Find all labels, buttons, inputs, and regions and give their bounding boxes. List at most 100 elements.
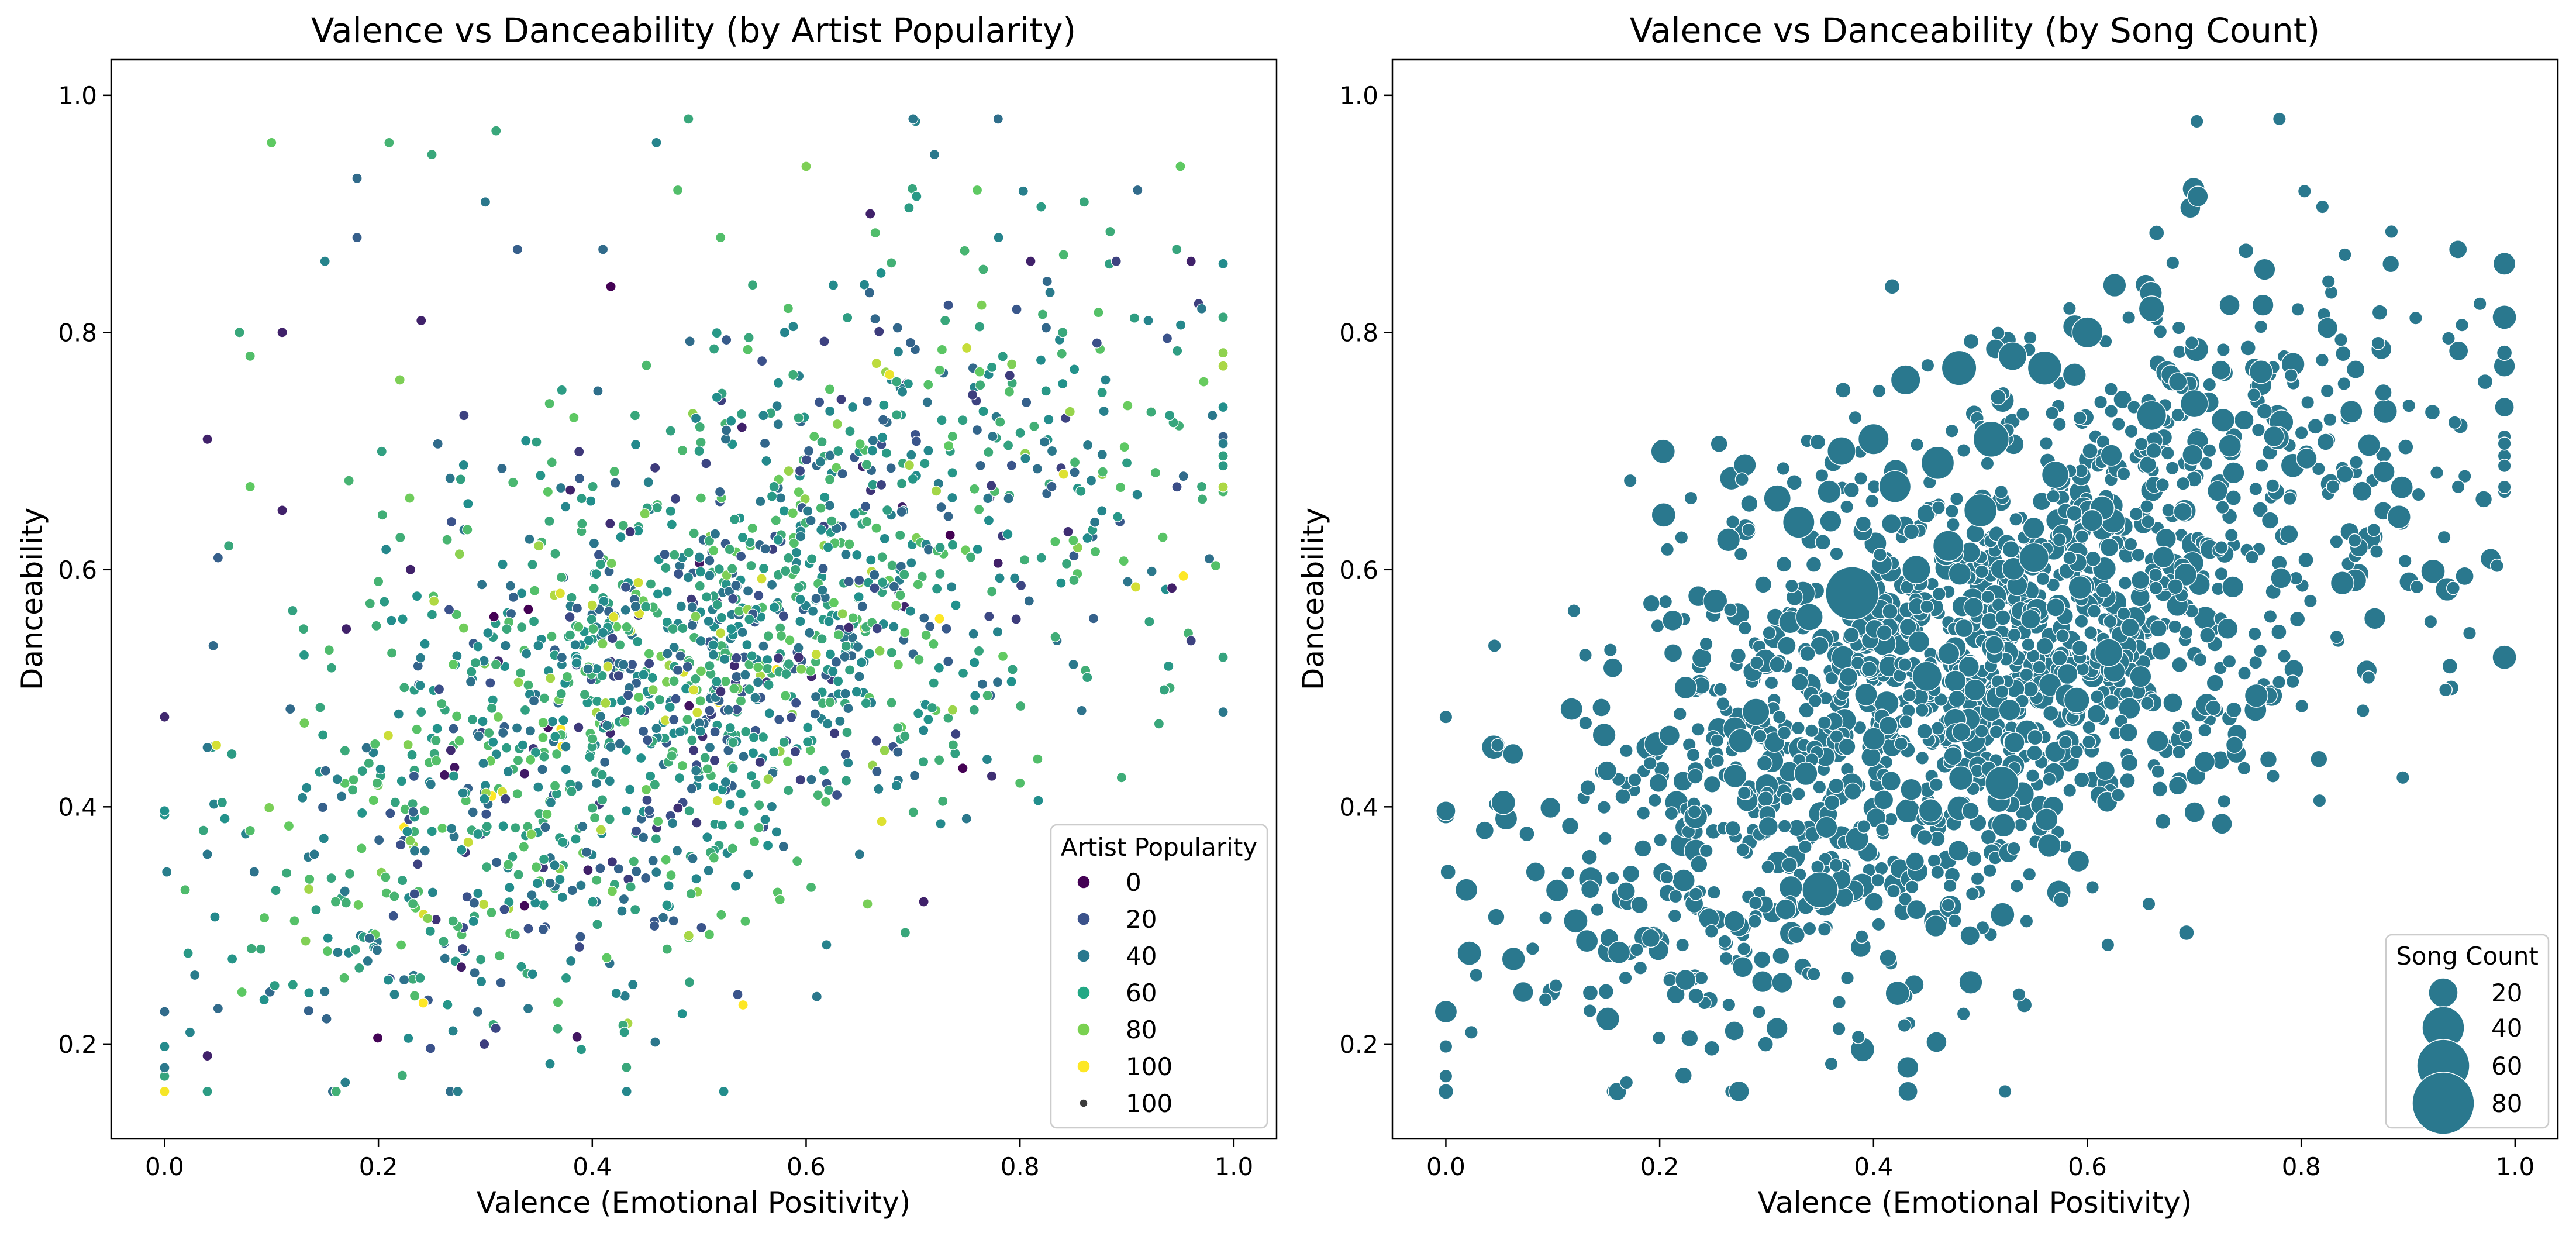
data-point [605, 518, 616, 529]
data-point [2346, 360, 2365, 379]
data-point [418, 997, 429, 1008]
data-point [159, 1041, 170, 1052]
data-point [212, 1003, 223, 1014]
data-point [520, 435, 532, 446]
data-point [556, 571, 567, 583]
data-point [899, 927, 911, 938]
data-point [773, 652, 784, 664]
data-point [395, 532, 406, 543]
data-point [1563, 908, 1588, 934]
data-point [341, 624, 352, 635]
data-point [371, 777, 383, 789]
data-point [631, 866, 642, 877]
data-point [1902, 688, 1917, 703]
data-point [1629, 942, 1644, 957]
data-point [552, 1023, 563, 1034]
data-point [180, 884, 191, 896]
data-point [687, 602, 698, 613]
data-point [738, 751, 749, 762]
data-point [1873, 790, 1894, 810]
data-point [677, 760, 688, 772]
data-point [609, 466, 620, 477]
data-point [2045, 406, 2060, 421]
data-point [628, 856, 639, 867]
data-point [1592, 722, 1616, 748]
data-point [690, 673, 701, 684]
data-point [1063, 526, 1074, 538]
data-point [2294, 425, 2309, 440]
data-point [557, 891, 568, 903]
data-point [2032, 660, 2047, 674]
data-point [675, 650, 686, 662]
data-point [749, 836, 760, 847]
data-point [202, 849, 213, 860]
data-point [635, 705, 646, 716]
data-point [737, 626, 748, 638]
data-point [1843, 626, 1860, 643]
data-point [1603, 643, 1618, 657]
data-point [202, 433, 213, 445]
data-point [2356, 703, 2370, 718]
data-point [478, 899, 489, 910]
data-point [1703, 775, 1721, 793]
legend-marker [1077, 875, 1091, 889]
data-point [711, 391, 722, 403]
data-point [1218, 481, 1229, 493]
data-point [498, 727, 509, 738]
data-point [611, 988, 622, 999]
data-point [159, 711, 170, 722]
data-point [425, 925, 436, 937]
data-point [809, 431, 820, 442]
data-point [975, 380, 986, 391]
data-point [1686, 748, 1701, 762]
data-point [737, 532, 749, 543]
data-point [2099, 538, 2119, 557]
data-point [759, 438, 771, 449]
data-point [780, 566, 791, 577]
data-point [708, 781, 719, 793]
data-point [861, 396, 873, 407]
data-point [1218, 360, 1229, 371]
data-point [351, 232, 363, 243]
data-point [694, 445, 705, 457]
data-point [606, 557, 617, 569]
data-point [399, 682, 410, 693]
data-point [389, 989, 400, 1000]
data-point [1003, 386, 1015, 397]
data-point [1093, 307, 1104, 318]
data-point [2085, 550, 2101, 567]
data-point [500, 793, 511, 804]
data-point [554, 588, 566, 599]
data-point [447, 915, 458, 927]
data-point [1002, 440, 1014, 451]
data-point [2074, 614, 2089, 629]
data-point [455, 474, 466, 485]
data-point [857, 601, 868, 612]
data-point [947, 467, 958, 478]
data-point [353, 899, 364, 911]
data-point [448, 770, 460, 781]
data-point [484, 727, 495, 739]
data-point [2168, 776, 2188, 796]
data-point [1185, 256, 1196, 267]
data-point [860, 698, 871, 709]
data-point [2173, 502, 2193, 522]
data-point [2312, 793, 2327, 808]
data-point [419, 805, 430, 816]
data-point [647, 684, 658, 696]
data-point [554, 874, 565, 885]
data-point [704, 570, 715, 581]
data-point [630, 439, 642, 450]
data-point [439, 953, 450, 964]
data-point [373, 576, 384, 587]
data-point [283, 821, 295, 832]
data-point [819, 336, 830, 347]
data-point [1817, 715, 1832, 730]
data-point [1894, 736, 1908, 751]
data-point [486, 907, 497, 918]
data-point [2448, 240, 2468, 259]
data-point [1740, 494, 1758, 513]
data-point [577, 821, 588, 832]
data-point [226, 748, 237, 760]
data-point [2347, 533, 2362, 548]
